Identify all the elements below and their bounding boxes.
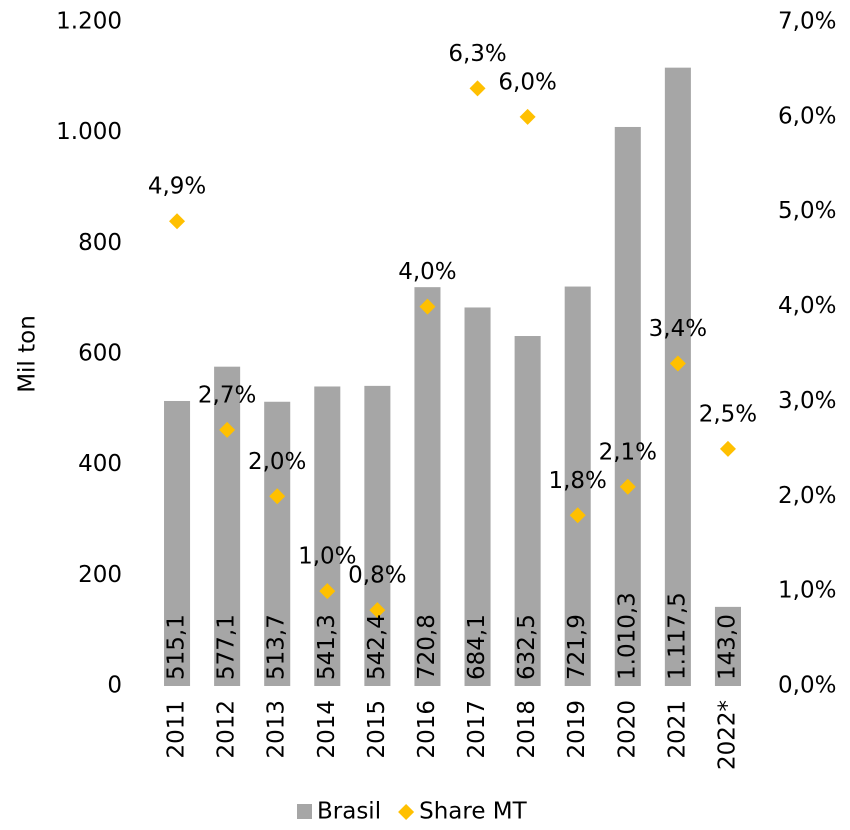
point-value-label: 4,9% <box>148 174 206 200</box>
bar-value-label: 684,1 <box>464 614 490 680</box>
x-tick-label: 2017 <box>464 700 490 759</box>
x-tick-label: 2013 <box>264 700 290 759</box>
bar-value-label: 632,5 <box>514 614 540 680</box>
point-value-label: 2,5% <box>699 401 757 427</box>
x-tick-label: 2019 <box>564 700 590 759</box>
bar <box>164 400 191 686</box>
y-tick-label: 400 <box>78 451 122 477</box>
legend-swatch <box>398 804 415 820</box>
y-axis-title: Mil ton <box>15 315 41 393</box>
marker <box>419 298 436 315</box>
y-tick-label: 0 <box>107 673 122 699</box>
x-tick-label: 2016 <box>414 700 440 759</box>
marker <box>619 478 636 495</box>
marker <box>269 488 286 505</box>
y2-tick-label: 0,0% <box>778 673 836 699</box>
marker <box>169 213 186 230</box>
point-value-label: 1,8% <box>548 468 606 494</box>
point-value-label: 2,1% <box>599 439 657 465</box>
marker <box>569 507 586 524</box>
bar-value-label: 721,9 <box>564 614 590 680</box>
bar <box>514 336 541 686</box>
legend-label: Share MT <box>419 799 528 825</box>
bar <box>664 67 691 686</box>
bar-value-label: 515,1 <box>164 614 190 680</box>
y2-tick-label: 6,0% <box>778 103 836 129</box>
y-tick-label: 800 <box>78 230 122 256</box>
point-value-label: 1,0% <box>298 544 356 570</box>
x-tick-label: 2014 <box>314 700 340 759</box>
y2-tick-label: 7,0% <box>778 9 836 35</box>
x-tick-label: 2018 <box>514 700 540 759</box>
bar-value-label: 513,7 <box>264 614 290 680</box>
bar <box>314 386 341 686</box>
bar-value-label: 143,0 <box>714 614 740 680</box>
point-value-label: 3,4% <box>649 316 707 342</box>
marker <box>669 355 686 372</box>
x-tick-label: 2020 <box>614 700 640 759</box>
bar-value-label: 1.010,3 <box>614 592 640 680</box>
point-value-label: 0,8% <box>348 563 406 589</box>
bar <box>564 286 591 686</box>
marker <box>369 602 386 619</box>
x-tick-label: 2015 <box>364 700 390 759</box>
bar-value-label: 541,3 <box>314 614 340 680</box>
x-tick-label: 2021 <box>664 700 690 759</box>
y-tick-label: 1.200 <box>56 9 122 35</box>
bar <box>464 307 491 686</box>
y-tick-label: 600 <box>78 341 122 367</box>
bar <box>214 366 241 686</box>
x-tick-label: 2012 <box>214 700 240 759</box>
marker <box>719 440 736 457</box>
marker <box>469 80 486 97</box>
y2-tick-label: 1,0% <box>778 578 836 604</box>
x-tick-label: 2011 <box>164 700 190 759</box>
bar-value-label: 720,8 <box>414 614 440 680</box>
point-value-label: 2,7% <box>198 382 256 408</box>
x-tick-label: 2022* <box>714 700 740 770</box>
legend-label: Brasil <box>317 799 381 825</box>
y2-tick-label: 2,0% <box>778 483 836 509</box>
point-value-label: 6,3% <box>448 41 506 67</box>
point-value-label: 4,0% <box>398 259 456 285</box>
marker <box>219 421 236 438</box>
bar <box>614 126 641 686</box>
y2-tick-label: 3,0% <box>778 388 836 414</box>
bar <box>264 401 291 686</box>
point-value-label: 6,0% <box>498 69 556 95</box>
bar <box>364 385 391 686</box>
y2-tick-label: 5,0% <box>778 198 836 224</box>
bar-value-label: 542,4 <box>364 614 390 680</box>
bar <box>414 287 441 686</box>
bar-value-label: 1.117,5 <box>664 592 690 680</box>
marker <box>519 108 536 125</box>
y-tick-label: 200 <box>78 562 122 588</box>
bar <box>714 606 741 686</box>
marker <box>319 583 336 600</box>
bar-value-label: 577,1 <box>214 614 240 680</box>
point-value-label: 2,0% <box>248 449 306 475</box>
y-tick-label: 1.000 <box>56 119 122 145</box>
y2-tick-label: 4,0% <box>778 293 836 319</box>
legend-swatch <box>297 804 312 819</box>
